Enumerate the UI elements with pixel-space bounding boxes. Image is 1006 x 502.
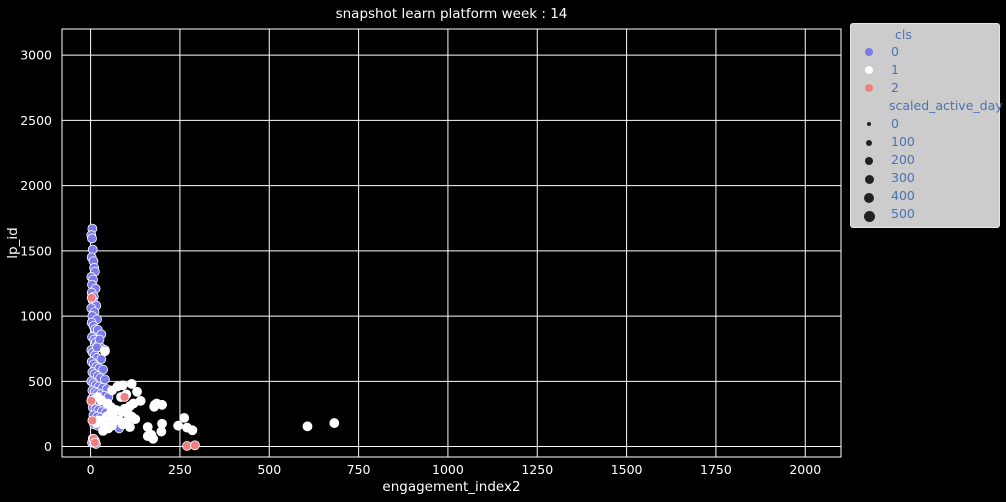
legend-hue-title: cls (895, 27, 912, 42)
data-point-cls-1 (99, 346, 110, 357)
data-point-cls-2 (119, 392, 130, 402)
data-point-cls-0 (99, 374, 110, 385)
x-tick-label: 250 (168, 462, 192, 477)
x-tick-label: 1750 (700, 462, 732, 477)
x-tick-label: 1250 (521, 462, 553, 477)
x-tick-labels: 0 250 500 750 1000 1250 1500 1750 2000 (87, 462, 822, 477)
x-tick-label: 750 (347, 462, 371, 477)
legend-size-swatch-300 (865, 175, 874, 184)
y-tick-label: 3000 (20, 48, 52, 63)
legend-label-cls-2: 2 (891, 80, 899, 95)
data-point-cls-1 (149, 401, 160, 412)
legend-size-swatch-200 (865, 157, 873, 165)
legend-size-swatch-500 (864, 211, 875, 222)
data-point-cls-1 (107, 385, 117, 396)
legend-swatch-cls-0 (865, 48, 873, 56)
data-point-cls-1 (130, 414, 141, 425)
legend-size-label-100: 100 (891, 134, 915, 149)
data-point-cls-0 (98, 364, 108, 375)
y-tick-label: 2500 (20, 113, 52, 128)
legend: cls 0 1 2 scaled_active_day 0 100 200 30… (850, 23, 1003, 228)
y-tick-label: 2000 (20, 178, 52, 193)
legend-size-label-200: 200 (891, 152, 915, 167)
plot-area (61, 28, 842, 458)
data-point-cls-2 (86, 292, 97, 303)
legend-size-label-500: 500 (891, 206, 915, 221)
data-point-cls-1 (126, 379, 137, 389)
legend-size-label-0: 0 (891, 116, 899, 131)
data-point-cls-1 (173, 420, 184, 431)
data-point-cls-1 (132, 386, 142, 397)
data-point-cls-0 (87, 233, 97, 244)
legend-size-label-400: 400 (891, 188, 915, 203)
data-point-cls-1 (117, 407, 127, 417)
x-tick-label: 0 (87, 462, 95, 477)
legend-size-title: scaled_active_day (889, 98, 1003, 113)
legend-size-label-300: 300 (891, 170, 915, 185)
y-tick-label: 500 (28, 374, 52, 389)
data-point-cls-1 (329, 418, 340, 428)
legend-label-cls-1: 1 (891, 62, 899, 77)
data-point-cls-1 (101, 420, 112, 431)
x-tick-label: 1500 (611, 462, 643, 477)
legend-label-cls-0: 0 (891, 44, 899, 59)
data-point-cls-2 (86, 395, 97, 406)
data-point-cls-1 (179, 412, 190, 423)
data-point-cls-1 (156, 426, 167, 437)
y-tick-label: 0 (44, 439, 52, 454)
x-tick-label: 1000 (432, 462, 464, 477)
data-points (86, 223, 340, 451)
x-tick-label: 2000 (789, 462, 821, 477)
y-tick-label: 1000 (20, 309, 52, 324)
data-point-cls-2 (87, 415, 98, 426)
x-axis-label: engagement_index2 (382, 479, 520, 495)
chart-title: snapshot learn platform week : 14 (336, 6, 568, 22)
legend-size-swatch-0 (867, 122, 871, 126)
legend-swatch-cls-2 (865, 84, 873, 92)
data-point-cls-1 (124, 422, 135, 432)
data-point-cls-2 (89, 437, 100, 448)
data-point-cls-1 (148, 433, 159, 444)
data-point-cls-1 (187, 425, 198, 436)
data-point-cls-1 (302, 421, 313, 432)
legend-size-swatch-100 (866, 140, 872, 146)
x-tick-label: 500 (257, 462, 281, 477)
legend-size-swatch-400 (864, 193, 874, 203)
data-point-cls-2 (190, 440, 200, 451)
y-tick-label: 1500 (20, 243, 52, 258)
legend-swatch-cls-1 (865, 66, 873, 74)
y-tick-labels: 0 500 1000 1500 2000 2500 3000 (20, 48, 52, 454)
y-axis-label: lp_id (5, 227, 21, 258)
